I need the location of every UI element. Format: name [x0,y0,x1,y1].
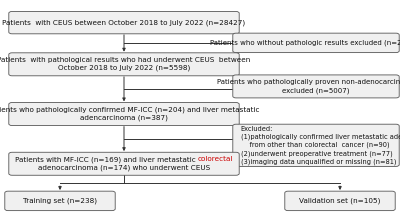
Text: Excluded:
(1)pathologically confirmed liver metastatic adenocarcinoma
    from o: Excluded: (1)pathologically confirmed li… [241,126,400,165]
FancyBboxPatch shape [9,103,239,126]
FancyBboxPatch shape [233,75,399,98]
Text: Patients who pathologically proven non-adenocarcinoma
excluded (n=5007): Patients who pathologically proven non-a… [217,79,400,93]
Text: Training set (n=238): Training set (n=238) [23,198,97,204]
Text: Patients  with CEUS between October 2018 to July 2022 (n=28427): Patients with CEUS between October 2018 … [2,19,246,26]
FancyBboxPatch shape [9,11,239,34]
Text: Patients who pathologically confirmed MF-ICC (n=204) and liver metastatic
adenca: Patients who pathologically confirmed MF… [0,107,260,121]
FancyBboxPatch shape [233,33,399,53]
Text: colorectal: colorectal [198,156,233,162]
Text: adenocarcinoma (n=174) who underwent CEUS: adenocarcinoma (n=174) who underwent CEU… [38,165,210,171]
FancyBboxPatch shape [233,124,399,166]
FancyBboxPatch shape [5,191,115,211]
Text: Patients  with pathological results who had underwent CEUS  between
October 2018: Patients with pathological results who h… [0,57,251,71]
FancyBboxPatch shape [9,152,239,175]
FancyBboxPatch shape [9,53,239,76]
Text: Patients with MF-ICC (n=169) and liver metastatic: Patients with MF-ICC (n=169) and liver m… [15,156,198,163]
FancyBboxPatch shape [285,191,395,211]
Text: Validation set (n=105): Validation set (n=105) [299,198,381,204]
Text: Patients who without pathologic results excluded (n=22829): Patients who without pathologic results … [210,40,400,46]
